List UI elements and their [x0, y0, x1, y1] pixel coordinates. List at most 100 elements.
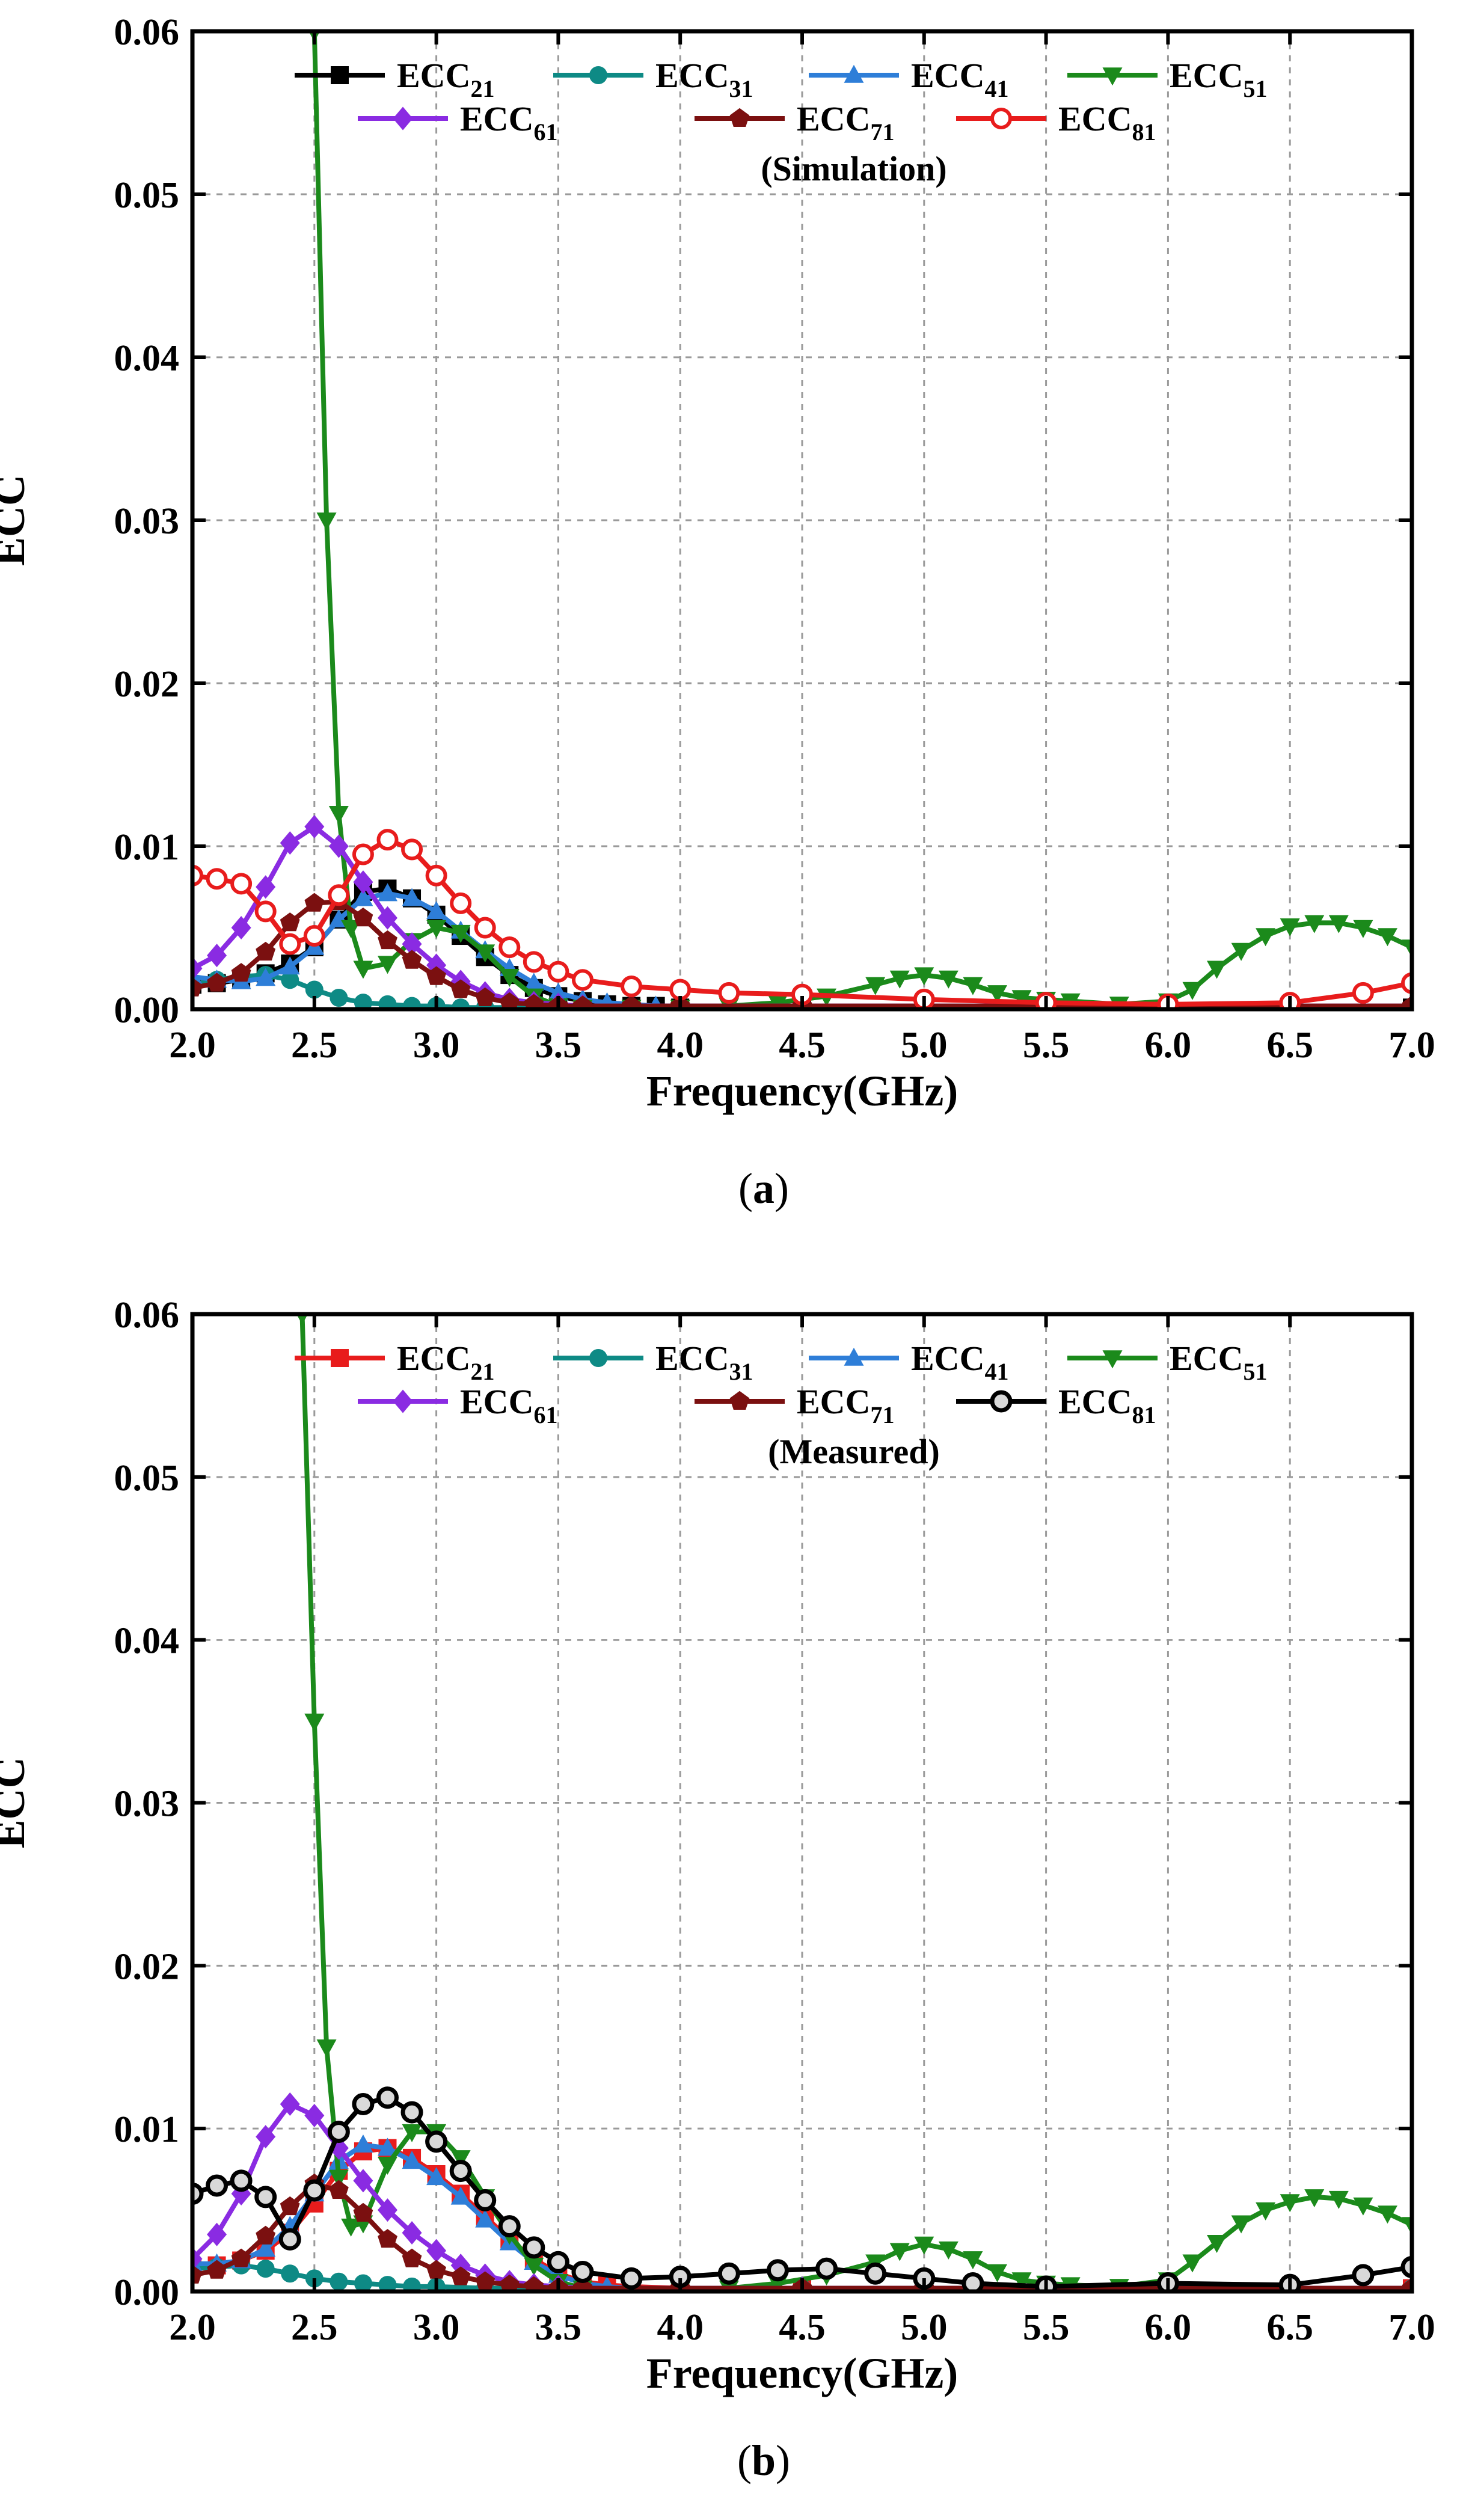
- legend-label-subscript: 41: [984, 75, 1008, 102]
- x-tick-label: 2.0: [169, 2307, 216, 2348]
- data-point: [1280, 2194, 1300, 2213]
- legend-label-subscript: 21: [470, 1358, 494, 1385]
- legend-label-text: ECC: [1058, 99, 1132, 138]
- data-point: [230, 873, 253, 895]
- data-point: [403, 997, 422, 1009]
- data-point: [377, 2198, 397, 2222]
- data-point: [304, 1713, 325, 1732]
- data-point: [231, 916, 251, 939]
- data-point: [1011, 2272, 1032, 2291]
- data-point: [328, 806, 349, 825]
- data-point: [303, 925, 325, 947]
- data-point: [401, 838, 423, 861]
- data-point: [256, 2260, 275, 2278]
- legend-label-subscript: 21: [470, 75, 494, 102]
- data-point: [280, 2092, 300, 2116]
- legend-label: ECC21: [397, 56, 494, 102]
- data-point: [1304, 2189, 1325, 2208]
- data-point: [278, 2228, 301, 2251]
- data-point: [354, 2274, 372, 2291]
- y-tick-label: 0.03: [114, 501, 180, 542]
- legend-marker: [729, 1391, 750, 1410]
- data-point: [353, 870, 373, 894]
- data-point: [450, 892, 472, 914]
- data-point: [524, 2257, 544, 2276]
- data-point: [426, 2260, 446, 2279]
- y-tick-label: 0.04: [114, 338, 180, 379]
- legend-label: ECC21: [397, 1339, 494, 1385]
- data-point: [353, 2134, 373, 2153]
- x-tick-label: 6.5: [1266, 1025, 1313, 1066]
- data-point: [192, 2264, 203, 2284]
- data-point: [377, 956, 397, 974]
- chart-panel-b: 2.0 2.5 3.0 3.5 4.0 4.5 5.0 5.5 6.0 6.5 7.0 0.00 0.0…: [0, 1295, 1435, 2485]
- y-tick-label: 0.01: [114, 2109, 180, 2150]
- data-point: [316, 2039, 337, 2057]
- legend-label-subscript: 81: [1132, 1401, 1156, 1428]
- x-tick-label: 4.5: [779, 1025, 826, 1066]
- panel-caption-close: ): [776, 2436, 790, 2485]
- legend-label-subscript: 31: [729, 75, 753, 102]
- x-axis-title: Frequency(GHz): [646, 2349, 959, 2397]
- data-point: [1400, 2255, 1412, 2278]
- panel-caption-close: ): [774, 1164, 789, 1212]
- x-tick-label: 5.5: [1023, 1025, 1070, 1066]
- legend-label-text: ECC: [460, 1382, 533, 1421]
- y-tick-label: 0.04: [114, 1621, 180, 1662]
- data-point: [330, 989, 348, 1007]
- panel-caption-open: (: [738, 1164, 753, 1212]
- x-tick-label: 6.0: [1145, 1025, 1192, 1066]
- data-point: [402, 2221, 422, 2245]
- x-tick-label: 6.5: [1266, 2307, 1313, 2348]
- legend-label-text: ECC: [655, 1339, 729, 1378]
- legend-label: ECC81: [1058, 1382, 1156, 1428]
- data-point: [523, 951, 545, 973]
- data-point: [474, 917, 496, 939]
- data-point: [305, 980, 324, 999]
- panel-caption: (b): [737, 2436, 790, 2485]
- data-point: [281, 971, 299, 989]
- data-point: [403, 2277, 422, 2291]
- data-point: [1377, 928, 1397, 947]
- x-tick-label: 3.5: [535, 2307, 582, 2348]
- data-point: [1182, 982, 1203, 1000]
- legend-label: ECC31: [655, 56, 753, 102]
- data-point: [1353, 2197, 1373, 2216]
- data-point: [256, 2225, 276, 2245]
- data-point: [426, 2239, 447, 2263]
- panel-caption-letter: b: [752, 2436, 776, 2485]
- data-point: [354, 994, 372, 1009]
- panel-caption-letter: a: [753, 1164, 774, 1212]
- data-point: [256, 941, 276, 961]
- data-point: [572, 995, 593, 1009]
- data-point: [402, 932, 422, 956]
- legend-marker: [1102, 1350, 1123, 1369]
- data-point: [328, 834, 349, 858]
- data-point: [353, 960, 373, 979]
- data-point: [524, 994, 544, 1009]
- data-point: [402, 2124, 422, 2142]
- y-axis-title: ECC: [0, 475, 34, 566]
- data-point: [815, 2257, 838, 2280]
- data-point: [717, 2262, 740, 2285]
- data-point: [341, 2218, 361, 2237]
- data-point: [450, 924, 471, 943]
- data-point: [963, 2251, 983, 2270]
- data-point: [1256, 928, 1276, 947]
- data-point: [206, 868, 228, 890]
- legend-label-text: ECC: [655, 56, 729, 95]
- legend-label-text: ECC: [397, 1339, 470, 1378]
- data-point: [1401, 972, 1412, 994]
- data-point: [425, 864, 447, 887]
- legend-label-text: ECC: [397, 56, 470, 95]
- data-point: [548, 982, 568, 1001]
- data-point: [889, 2243, 910, 2261]
- data-point: [1231, 942, 1251, 961]
- legend-marker: [729, 108, 750, 127]
- data-point: [192, 864, 203, 887]
- x-tick-label: 2.5: [291, 2307, 338, 2348]
- data-point: [330, 2272, 348, 2291]
- data-point: [450, 979, 471, 998]
- data-point: [303, 2179, 326, 2202]
